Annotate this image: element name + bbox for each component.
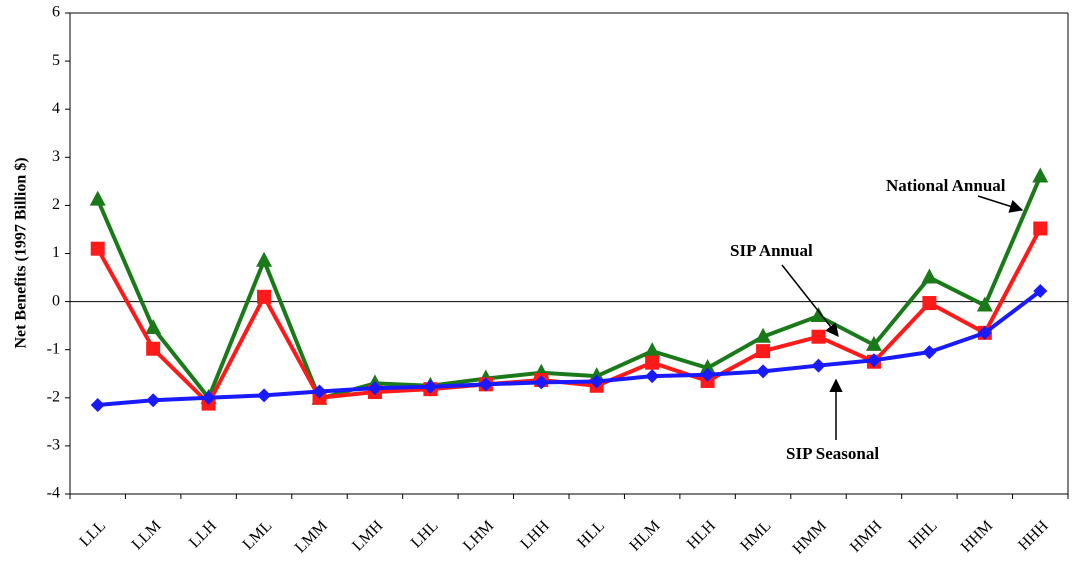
marker: [145, 319, 162, 335]
annotation-arrow: [781, 264, 839, 338]
y-tick-label: 6: [52, 4, 60, 21]
y-tick-label: 3: [52, 148, 60, 165]
x-tick-label: LMM: [292, 517, 331, 556]
marker: [644, 342, 661, 358]
marker: [922, 296, 937, 311]
marker: [810, 307, 827, 323]
marker: [977, 325, 992, 340]
marker: [146, 393, 161, 408]
annotation: National Annual: [886, 176, 1006, 195]
y-axis-label: Net Benefits (1997 Billion $): [13, 157, 30, 348]
marker: [866, 353, 881, 368]
marker: [1033, 221, 1048, 236]
plot-area: -4 -3 -2 -1 0 1 2 3 4 5 6 LLL LLM LLH LML LMM LMH LHL LHM L…: [47, 4, 1069, 558]
y-tick-label: -4: [47, 485, 60, 502]
x-tick-label: HLL: [574, 517, 608, 551]
x-tick-label: HHM: [958, 517, 996, 555]
x-tick-label: HHL: [906, 517, 941, 552]
x-tick-label: LLM: [129, 517, 165, 553]
marker: [312, 384, 327, 399]
x-tick-label: LHH: [517, 517, 553, 553]
x-tick-label: HMM: [790, 517, 830, 557]
marker: [1033, 284, 1048, 299]
marker: [921, 268, 938, 284]
marker: [976, 296, 993, 312]
marker: [146, 341, 161, 356]
x-tick-label: HMH: [847, 517, 886, 556]
marker: [811, 358, 826, 373]
marker: [201, 390, 216, 405]
series-line: [97, 289, 1042, 408]
marker: [257, 388, 272, 403]
marker: [90, 241, 105, 256]
marker: [756, 344, 771, 359]
marker: [367, 381, 382, 396]
x-tick-label: LHM: [460, 517, 497, 554]
y-tick-label: 2: [52, 196, 60, 213]
annotation: SIP Annual: [730, 241, 813, 260]
marker: [699, 358, 716, 374]
marker: [478, 377, 493, 392]
marker: [700, 367, 715, 382]
marker: [1032, 167, 1049, 183]
x-tick-label: HHH: [1015, 517, 1052, 554]
marker: [89, 190, 106, 206]
marker: [423, 379, 438, 394]
y-tick-label: 0: [52, 292, 60, 309]
annotation-arrow: [977, 195, 1024, 213]
y-tick-label: -1: [47, 340, 60, 357]
marker: [865, 335, 882, 351]
x-tick-label: LMH: [349, 517, 386, 554]
series-line: [95, 175, 1043, 402]
x-tick-label: LHL: [408, 517, 442, 551]
marker: [645, 355, 660, 370]
marker: [756, 364, 771, 379]
marker: [90, 398, 105, 413]
annotation: SIP Seasonal: [786, 444, 879, 463]
y-tick-label: -3: [47, 437, 60, 454]
marker: [922, 345, 937, 360]
marker: [645, 369, 660, 384]
x-tick-label: LLH: [186, 517, 220, 551]
y-tick-label: 5: [52, 52, 60, 69]
y-tick-label: -2: [47, 388, 60, 405]
marker: [256, 251, 273, 267]
marker: [534, 375, 549, 390]
marker: [755, 327, 772, 343]
y-tick-label: 4: [52, 100, 60, 117]
x-tick-label: LLL: [76, 517, 109, 550]
x-tick-label: HLH: [684, 517, 720, 553]
marker: [811, 329, 826, 344]
x-tick-label: LML: [240, 517, 276, 553]
y-tick-label: 1: [52, 244, 60, 261]
marker: [589, 374, 604, 389]
x-tick-label: HML: [737, 517, 774, 554]
x-tick-label: HLM: [626, 517, 663, 554]
marker: [257, 289, 272, 304]
